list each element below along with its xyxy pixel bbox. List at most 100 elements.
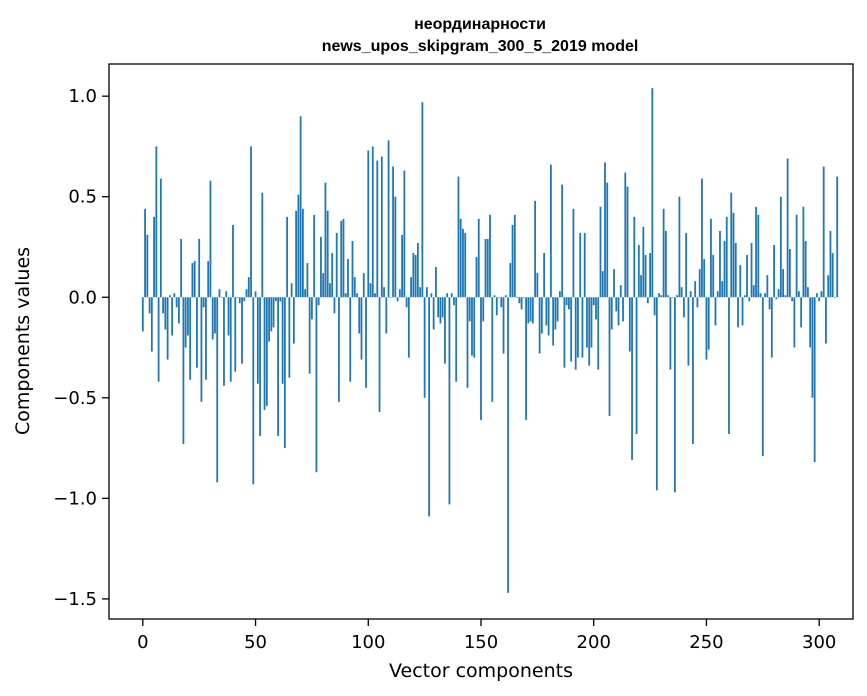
bar-2	[146, 234, 149, 298]
bar-201	[595, 297, 597, 320]
bar-152	[484, 238, 487, 298]
bar-67	[292, 297, 295, 344]
bar-276	[764, 293, 766, 298]
bar-103	[374, 293, 376, 298]
bar-87	[338, 297, 340, 402]
bar-148	[475, 257, 478, 298]
bar-93	[351, 240, 354, 298]
bar-295	[807, 287, 809, 298]
bar-46	[245, 289, 248, 298]
bar-301	[820, 291, 823, 298]
bar-189	[568, 297, 570, 310]
bar-91	[347, 259, 349, 298]
bar-157	[495, 297, 498, 316]
chart-title-line-2: news_upos_skipgram_300_5_2019 model	[322, 38, 639, 55]
bar-82	[326, 210, 329, 298]
bar-202	[597, 297, 600, 370]
bar-165	[513, 214, 516, 298]
bar-146	[471, 297, 473, 356]
bar-83	[329, 283, 331, 298]
bar-217	[631, 297, 633, 461]
bar-77	[315, 297, 318, 473]
bar-247	[698, 269, 701, 298]
bar-101	[369, 283, 372, 298]
bar-272	[755, 206, 757, 298]
bar-76	[313, 214, 316, 298]
bar-286	[786, 158, 789, 298]
bar-48	[250, 146, 252, 298]
bar-275	[761, 297, 764, 457]
bar-245	[694, 281, 697, 298]
bar-63	[283, 297, 286, 449]
bar-229	[658, 293, 661, 298]
bar-62	[281, 297, 284, 384]
bar-97	[360, 297, 363, 360]
bar-53	[261, 192, 264, 298]
bar-142	[462, 228, 464, 298]
x-tick-label-150: 150	[464, 632, 498, 653]
bar-200	[592, 297, 595, 306]
bar-118	[407, 297, 410, 358]
bar-263	[734, 242, 737, 298]
bar-255	[716, 291, 719, 298]
bar-241	[685, 232, 688, 298]
bar-15	[175, 297, 178, 308]
bar-104	[376, 160, 379, 298]
bar-72	[304, 289, 307, 298]
bar-306	[831, 253, 834, 298]
bar-240	[683, 297, 685, 318]
bar-166	[516, 297, 518, 298]
bar-233	[667, 295, 670, 298]
bar-175	[536, 273, 539, 298]
bar-17	[180, 238, 183, 298]
bar-171	[527, 297, 530, 324]
bar-292	[800, 297, 803, 328]
bar-88	[340, 220, 343, 298]
bar-90	[344, 293, 347, 298]
bar-184	[556, 297, 559, 322]
bar-37	[225, 291, 228, 298]
bar-287	[788, 249, 791, 298]
bar-105	[378, 297, 381, 412]
bar-155	[491, 297, 494, 402]
bar-195	[581, 297, 584, 358]
bar-61	[279, 297, 282, 302]
bar-84	[331, 253, 334, 298]
y-tick-label-0: −1.5	[53, 589, 97, 610]
bar-160	[502, 297, 505, 354]
bar-27	[202, 297, 205, 308]
bar-20	[187, 297, 189, 336]
bar-80	[322, 273, 325, 298]
bar-119	[410, 277, 413, 298]
bar-284	[782, 269, 785, 298]
bar-308	[836, 176, 839, 298]
bar-244	[692, 297, 694, 445]
bar-102	[371, 146, 374, 298]
bar-236	[673, 297, 676, 493]
bar-210	[615, 297, 618, 312]
bar-207	[608, 297, 611, 416]
bar-213	[622, 297, 624, 322]
bar-51	[256, 297, 259, 384]
bar-95	[356, 293, 358, 298]
bar-135	[446, 293, 449, 298]
bar-203	[599, 206, 602, 298]
bar-251	[707, 297, 710, 350]
bar-69	[297, 194, 300, 298]
bar-225	[649, 253, 651, 298]
bar-192	[574, 297, 577, 370]
bar-228	[655, 297, 658, 491]
bar-68	[295, 210, 298, 298]
bar-172	[529, 297, 532, 322]
bar-231	[662, 208, 665, 298]
bar-224	[646, 297, 649, 304]
bar-series	[141, 88, 839, 593]
bar-188	[565, 297, 568, 306]
bar-271	[752, 285, 755, 298]
bar-65	[288, 297, 291, 378]
bar-154	[489, 214, 491, 298]
bar-234	[669, 297, 672, 370]
bar-124	[421, 102, 424, 298]
bar-198	[588, 297, 591, 366]
bar-288	[791, 297, 794, 302]
